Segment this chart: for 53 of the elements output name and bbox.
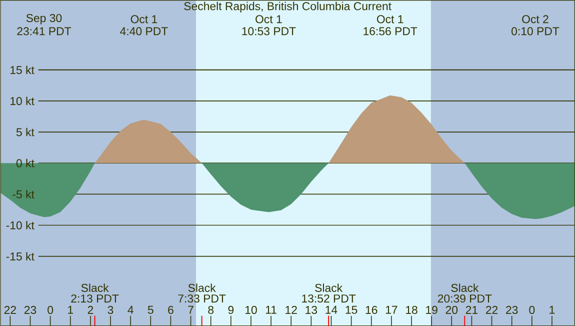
x-tick-label: 13	[306, 306, 318, 314]
x-tick-label: 17	[386, 306, 398, 314]
annotation: Oct 1	[376, 15, 404, 24]
y-tick-label: 15 kt	[10, 66, 34, 74]
x-tick-label: 18	[406, 306, 418, 314]
chart-title: Sechelt Rapids, British Columbia Current	[184, 2, 392, 12]
x-tick-label: 1	[68, 306, 74, 314]
y-tick-label: 10 kt	[10, 96, 34, 106]
annotation: Slack	[188, 283, 216, 292]
annotation: 7:33 PDT	[178, 294, 226, 302]
x-tick-label: 2	[88, 306, 94, 314]
annotation: 16:56 PDT	[364, 27, 418, 36]
x-tick-label: 21	[466, 306, 478, 314]
x-tick-label: 1	[550, 306, 555, 314]
x-tick-label: 4	[128, 306, 134, 314]
x-tick-label: 0	[529, 306, 535, 314]
annotation: Oct 1	[256, 15, 282, 24]
x-tick-label: 22	[4, 306, 16, 314]
x-tick-label: 10	[245, 306, 257, 314]
annotation: Oct 2	[522, 15, 548, 24]
x-tick-label: 3	[108, 306, 114, 314]
annotation: 4:40 PDT	[120, 27, 168, 36]
x-tick-label: 15	[346, 306, 358, 314]
annotation: 0:10 PDT	[512, 27, 560, 36]
annotation: Slack	[451, 283, 479, 292]
x-tick-label: 6	[168, 306, 174, 314]
annotation: 20:39 PDT	[438, 294, 492, 302]
annotation: 10:53 PDT	[242, 27, 296, 36]
x-tick-label: 11	[266, 306, 276, 314]
x-tick-label: 12	[286, 306, 297, 314]
x-tick-label: 22	[486, 306, 498, 314]
annotation: Slack	[81, 283, 109, 292]
x-tick-label: 20	[446, 306, 458, 314]
x-tick-label: 8	[208, 306, 214, 314]
annotation: Sep 30	[26, 14, 62, 24]
annotation: Oct 1	[130, 15, 158, 24]
annotation: 2:13 PDT	[71, 294, 119, 302]
y-tick-label: 5 kt	[16, 128, 34, 136]
x-tick-label: 23	[24, 306, 36, 314]
annotation: 13:52 PDT	[302, 294, 356, 302]
x-tick-label: 14	[326, 306, 338, 314]
x-tick-label: 9	[228, 306, 234, 314]
x-tick-label: 0	[48, 306, 54, 314]
y-tick-label: -15 kt	[6, 252, 34, 260]
x-tick-label: 23	[506, 306, 518, 314]
y-tick-label: -5 kt	[12, 190, 34, 198]
x-tick-label: 7	[188, 306, 194, 314]
x-tick-label: 16	[366, 306, 378, 314]
x-tick-label: 19	[426, 306, 438, 314]
x-tick-label: 5	[148, 306, 154, 314]
y-tick-label: -10 kt	[6, 220, 34, 230]
annotation: 23:41 PDT	[17, 27, 72, 36]
annotation: Slack	[315, 283, 343, 292]
